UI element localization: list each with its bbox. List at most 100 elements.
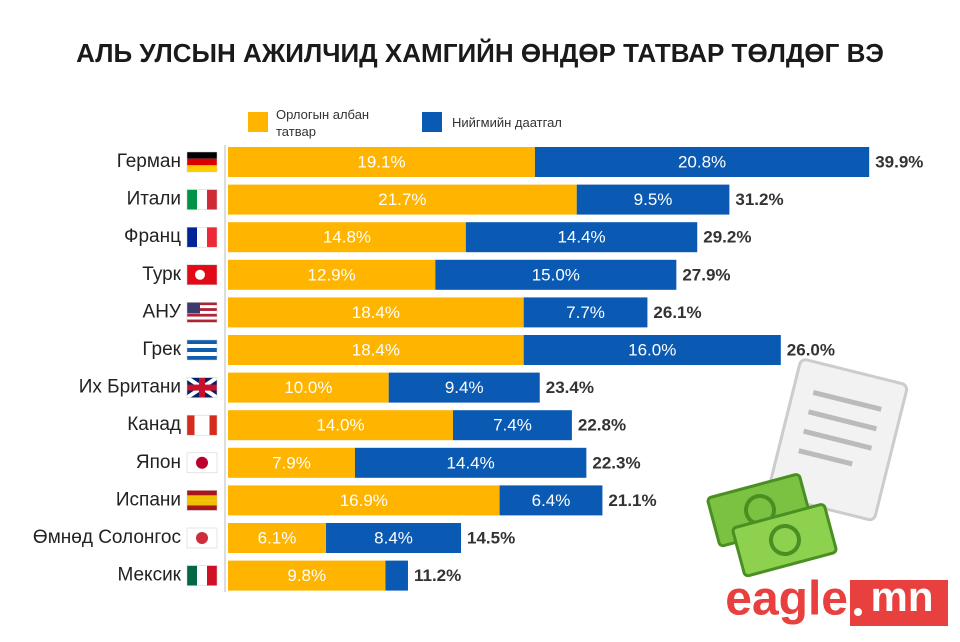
category-label: АНУ (143, 301, 182, 322)
flag (187, 227, 197, 248)
value-label: 7.9% (272, 453, 311, 472)
total-label: 27.9% (682, 265, 730, 284)
flag-border (186, 302, 218, 323)
value-label: 15.0% (532, 265, 580, 284)
value-label: 18.4% (352, 303, 400, 322)
flag (202, 415, 210, 436)
money-icon (706, 473, 838, 578)
flag-border (186, 151, 218, 173)
flag (187, 165, 217, 172)
category-label: Их Британи (79, 377, 181, 398)
value-label: 14.8% (323, 228, 371, 247)
bar-segment (228, 447, 355, 478)
flag (196, 456, 208, 469)
flag (196, 532, 208, 544)
flag (187, 313, 217, 317)
document-icon (767, 358, 909, 522)
flag (187, 189, 197, 210)
flag (187, 384, 217, 391)
flag (187, 302, 217, 306)
category-label: Франц (124, 226, 181, 247)
bar-segment (228, 259, 436, 290)
flag (207, 565, 217, 586)
flag (187, 505, 217, 511)
value-label: 21.7% (378, 190, 426, 209)
logo-name: eagle (725, 573, 848, 626)
bar-segment (228, 297, 524, 328)
bar-segment (388, 372, 540, 403)
flag-border (186, 490, 218, 511)
bar-segment (523, 297, 648, 328)
value-label: 8.4% (374, 528, 413, 547)
flag (187, 310, 217, 314)
flag (187, 565, 197, 586)
bar-segment (452, 410, 572, 441)
logo-box (850, 580, 948, 626)
bar-segment (534, 147, 870, 177)
value-label: 10.0% (284, 378, 332, 397)
value-label: 9.5% (634, 190, 673, 209)
flag-border (186, 226, 218, 248)
flag (197, 227, 207, 248)
flag (187, 344, 217, 348)
bar-segment (354, 447, 587, 478)
value-label: 20.8% (678, 152, 726, 171)
bar-segment (499, 485, 603, 516)
flag (209, 415, 217, 436)
value-label: 9.4% (445, 378, 484, 397)
value-label: 7.7% (566, 303, 605, 322)
flag (187, 415, 195, 436)
logo-dot (854, 608, 862, 616)
flag (195, 269, 205, 280)
flag (187, 495, 217, 501)
flag (207, 227, 217, 248)
value-label: 19.1% (357, 152, 405, 171)
total-label: 29.2% (703, 228, 751, 247)
flag (187, 152, 217, 159)
value-label: 9.8% (287, 566, 326, 585)
flag-border (186, 527, 218, 549)
bar-segment (228, 485, 500, 516)
total-label: 22.8% (578, 416, 626, 435)
flag (187, 340, 217, 344)
total-label: 22.3% (592, 453, 640, 472)
bar-segment (465, 222, 698, 253)
flag (187, 356, 217, 360)
legend-swatch (248, 112, 268, 132)
legend-label: Нийгмийн даатгал (452, 115, 562, 130)
value-label: 14.4% (447, 453, 495, 472)
category-label: Герман (117, 151, 181, 172)
bar-segment (228, 335, 524, 365)
category-label: Канад (127, 414, 181, 435)
chart-title: АЛЬ УЛСЫН АЖИЛЧИД ХАМГИЙН ӨНДӨР ТАТВАР Т… (76, 38, 884, 68)
bar-segment (228, 560, 386, 591)
value-label: 16.9% (340, 491, 388, 510)
bar-segment (228, 410, 453, 441)
total-label: 11.2% (414, 566, 461, 585)
legend-label: Орлогын албан татвар (276, 107, 370, 139)
value-label: 7.4% (493, 416, 532, 435)
flag (187, 352, 217, 356)
category-label: Испани (116, 489, 181, 510)
total-label: 23.4% (546, 378, 594, 397)
flag (207, 189, 217, 210)
total-label: 31.2% (735, 190, 783, 209)
legend-swatch (422, 112, 442, 132)
bar-segment (228, 222, 466, 253)
bar-segment (228, 184, 577, 215)
category-label: Япон (136, 452, 181, 473)
bar-segment (385, 560, 408, 591)
bar-segment (326, 523, 462, 553)
logo-domain: mn (871, 573, 934, 620)
category-label: Грек (142, 339, 181, 360)
bar-segment (523, 335, 781, 365)
category-label: Өмнөд Солонгос (33, 527, 181, 548)
flag (187, 316, 217, 320)
bar-segment (576, 184, 730, 215)
flag (187, 490, 217, 496)
category-label: Итали (127, 189, 181, 210)
bar-segment (228, 523, 327, 553)
bar-segment (435, 259, 677, 290)
